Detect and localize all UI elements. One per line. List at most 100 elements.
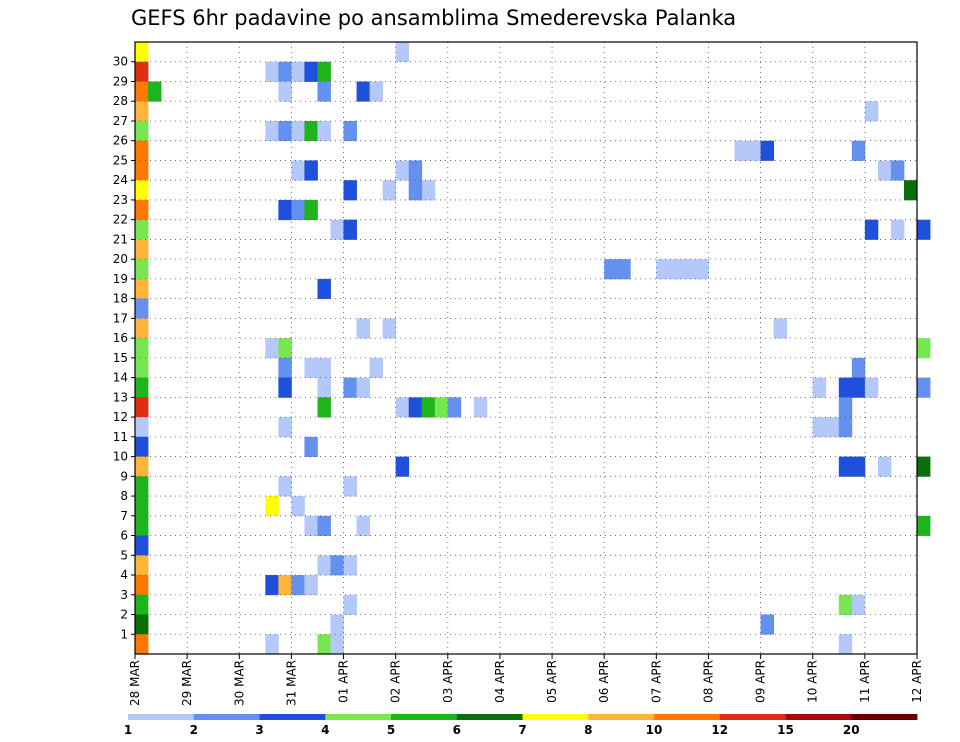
x-tick-label: 05 APR <box>545 660 559 703</box>
precip-cell <box>278 61 292 82</box>
precip-cell <box>135 357 149 379</box>
precip-cell <box>695 259 709 280</box>
colorbar-label: 8 <box>584 723 592 737</box>
precip-cell <box>135 535 149 556</box>
precip-cell <box>382 318 397 339</box>
precip-cell <box>317 555 331 576</box>
precip-cell <box>135 180 149 201</box>
precip-cell <box>304 357 318 379</box>
precip-cell <box>278 476 292 497</box>
precip-cell <box>135 338 149 359</box>
precip-cell <box>135 219 149 240</box>
precip-cell <box>747 140 761 161</box>
precip-cell <box>135 417 149 438</box>
y-tick-label: 9 <box>120 469 128 483</box>
precip-cell <box>343 594 357 615</box>
precip-cell <box>265 496 279 517</box>
precip-cell <box>278 120 292 142</box>
y-tick-label: 14 <box>113 371 128 385</box>
precip-cell <box>617 259 631 280</box>
precip-cell <box>343 476 357 497</box>
colorbar-swatch <box>654 714 721 720</box>
x-tick-label: 03 APR <box>441 660 455 703</box>
precip-cell <box>291 120 305 142</box>
precip-cell <box>851 594 866 615</box>
precip-cell <box>135 259 149 280</box>
x-tick-label: 08 APR <box>701 660 715 703</box>
x-axis-ticks: 28 MAR 29 MAR 30 MAR 31 MAR 01 APR 02 APR 03 A… <box>128 654 924 706</box>
precip-cell <box>917 338 931 359</box>
y-tick-label: 19 <box>113 272 128 286</box>
precip-cell <box>825 417 840 438</box>
precip-cell <box>135 42 149 63</box>
y-tick-label: 2 <box>120 608 128 622</box>
precip-cell <box>447 397 462 418</box>
precip-cell <box>760 614 775 635</box>
y-tick-label: 25 <box>113 153 128 167</box>
precip-cell <box>135 298 149 319</box>
y-tick-label: 8 <box>120 489 128 503</box>
precip-cell <box>890 160 905 181</box>
precip-cell <box>877 160 892 181</box>
precip-cell <box>343 219 357 240</box>
precip-cell <box>135 476 149 497</box>
precip-cell <box>278 199 292 221</box>
y-tick-label: 17 <box>113 311 128 325</box>
precip-cell <box>135 61 149 82</box>
precip-cell <box>304 575 318 596</box>
precip-cell <box>317 515 331 536</box>
x-tick-label: 04 APR <box>493 660 507 703</box>
precip-cell <box>135 101 149 122</box>
colorbar-swatch <box>851 714 918 720</box>
colorbar-label: 12 <box>711 723 728 737</box>
y-tick-label: 18 <box>113 292 128 306</box>
precip-cell <box>838 456 853 477</box>
precip-cell <box>135 575 149 596</box>
precip-cell <box>838 417 853 438</box>
x-tick-label: 06 APR <box>597 660 611 703</box>
precip-cell <box>395 397 410 418</box>
precip-cell <box>291 496 305 517</box>
precip-cell <box>135 594 149 615</box>
colorbar-label: 1 <box>124 723 132 737</box>
precip-cell <box>851 140 866 161</box>
precip-cell <box>135 614 149 635</box>
y-tick-label: 15 <box>113 351 128 365</box>
precip-cell <box>135 278 149 300</box>
colorbar-swatch <box>128 714 195 720</box>
precip-cell <box>395 42 410 63</box>
colorbar-swatch <box>588 714 655 720</box>
precip-cell <box>760 140 775 161</box>
precip-cell <box>812 417 827 438</box>
y-tick-label: 11 <box>113 430 128 444</box>
precip-cell <box>135 397 149 418</box>
precip-cell <box>278 417 292 438</box>
precip-cell <box>278 575 292 596</box>
precip-cell <box>317 397 331 418</box>
precip-cell <box>148 81 162 102</box>
colorbar-label: 4 <box>321 723 329 737</box>
precip-cell <box>473 397 488 418</box>
precip-cell <box>604 259 618 280</box>
y-tick-label: 1 <box>120 627 128 641</box>
y-tick-label: 10 <box>113 450 128 464</box>
x-tick-label: 30 MAR <box>232 660 246 706</box>
x-tick-label: 28 MAR <box>128 660 142 706</box>
precip-cell <box>135 120 149 142</box>
precip-cell <box>369 81 384 102</box>
colorbar-label: 7 <box>518 723 526 737</box>
precip-cell <box>773 318 788 339</box>
y-tick-label: 16 <box>113 331 128 345</box>
precip-cell <box>434 397 449 418</box>
colorbar-label: 2 <box>190 723 198 737</box>
y-tick-label: 20 <box>113 252 128 266</box>
y-tick-label: 5 <box>120 548 128 562</box>
precip-cell <box>304 515 318 536</box>
precip-cell <box>917 456 931 477</box>
precip-cell <box>304 199 318 221</box>
precip-cell <box>343 377 357 398</box>
precip-cell <box>291 575 305 596</box>
precip-cell <box>877 456 892 477</box>
precip-cell <box>135 160 149 181</box>
precip-cell <box>317 61 331 82</box>
